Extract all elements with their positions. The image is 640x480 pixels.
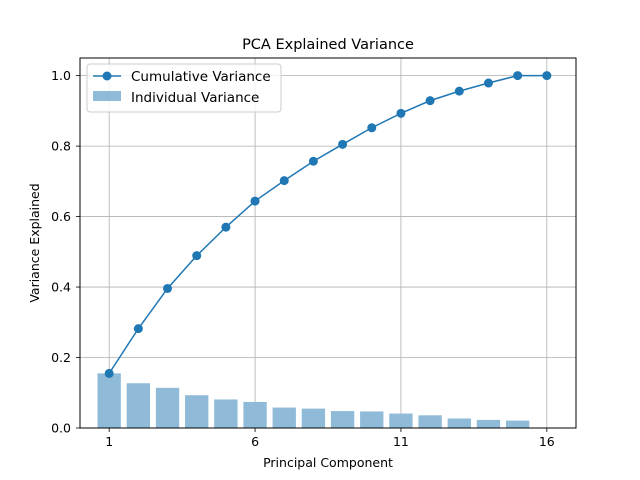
x-tick-label-2: 11 [393, 434, 409, 449]
bar-pc-15 [505, 420, 530, 428]
plot-frame [79, 57, 577, 429]
bar-pc-10 [360, 411, 384, 428]
x-axis-label: Principal Component [263, 455, 393, 470]
cumulative-point-pc-13 [454, 86, 464, 96]
line-cumulative-variance [104, 71, 552, 378]
cumulative-point-pc-14 [483, 78, 493, 88]
bar-pc-6 [243, 401, 267, 428]
bar-pc-9 [330, 411, 355, 428]
cumulative-point-pc-15 [513, 71, 523, 81]
cumulative-point-pc-11 [396, 108, 406, 118]
cumulative-point-pc-10 [367, 123, 377, 133]
legend: Cumulative Variance Individual Variance [86, 63, 282, 113]
bar-pc-5 [214, 399, 238, 428]
cumulative-point-pc-16 [542, 71, 552, 81]
x-tick-label-3: 16 [539, 434, 555, 449]
cumulative-point-pc-2 [133, 324, 143, 334]
cumulative-point-pc-6 [250, 196, 260, 206]
y-tick-label-4: 0.8 [51, 139, 71, 154]
cumulative-point-pc-9 [338, 139, 348, 149]
bar-pc-12 [418, 415, 442, 428]
cumulative-point-pc-5 [221, 222, 231, 232]
bars-individual-variance [97, 373, 530, 428]
y-tick-label-2: 0.4 [51, 280, 71, 295]
y-axis-label: Variance Explained [27, 183, 42, 302]
grid [80, 58, 576, 429]
bar-pc-14 [476, 419, 501, 428]
cumulative-point-pc-1 [104, 368, 114, 378]
bar-pc-4 [185, 395, 209, 428]
cumulative-point-pc-12 [425, 96, 435, 106]
x-tick-label-0: 1 [105, 434, 113, 449]
chart-title: PCA Explained Variance [242, 37, 414, 53]
bar-pc-3 [155, 387, 180, 428]
cumulative-point-pc-3 [163, 283, 173, 293]
y-tick-label-0: 0.0 [51, 421, 71, 436]
bar-pc-1 [97, 373, 121, 428]
y-tick-label-3: 0.6 [51, 209, 71, 224]
bar-pc-7 [272, 407, 296, 428]
y-tick-label-5: 1.0 [51, 68, 71, 83]
bar-pc-8 [301, 408, 326, 428]
legend-label-individual: Individual Variance [131, 90, 259, 106]
y-tick-label-1: 0.2 [51, 350, 71, 365]
axis-ticks: 1 6 11 160.00.20.40.60.81.0 [51, 68, 555, 449]
legend-bar-swatch [93, 91, 121, 101]
bar-pc-13 [447, 418, 471, 428]
bar-pc-2 [126, 383, 151, 428]
legend-box [86, 63, 282, 113]
cumulative-line-path [108, 74, 547, 374]
bar-pc-11 [389, 413, 413, 428]
legend-label-cumulative: Cumulative Variance [131, 69, 271, 85]
cumulative-point-pc-7 [279, 176, 289, 186]
x-tick-label-1: 6 [251, 434, 259, 449]
cumulative-point-pc-4 [192, 251, 202, 261]
cumulative-point-pc-8 [308, 156, 318, 166]
legend-marker-swatch [102, 71, 112, 81]
